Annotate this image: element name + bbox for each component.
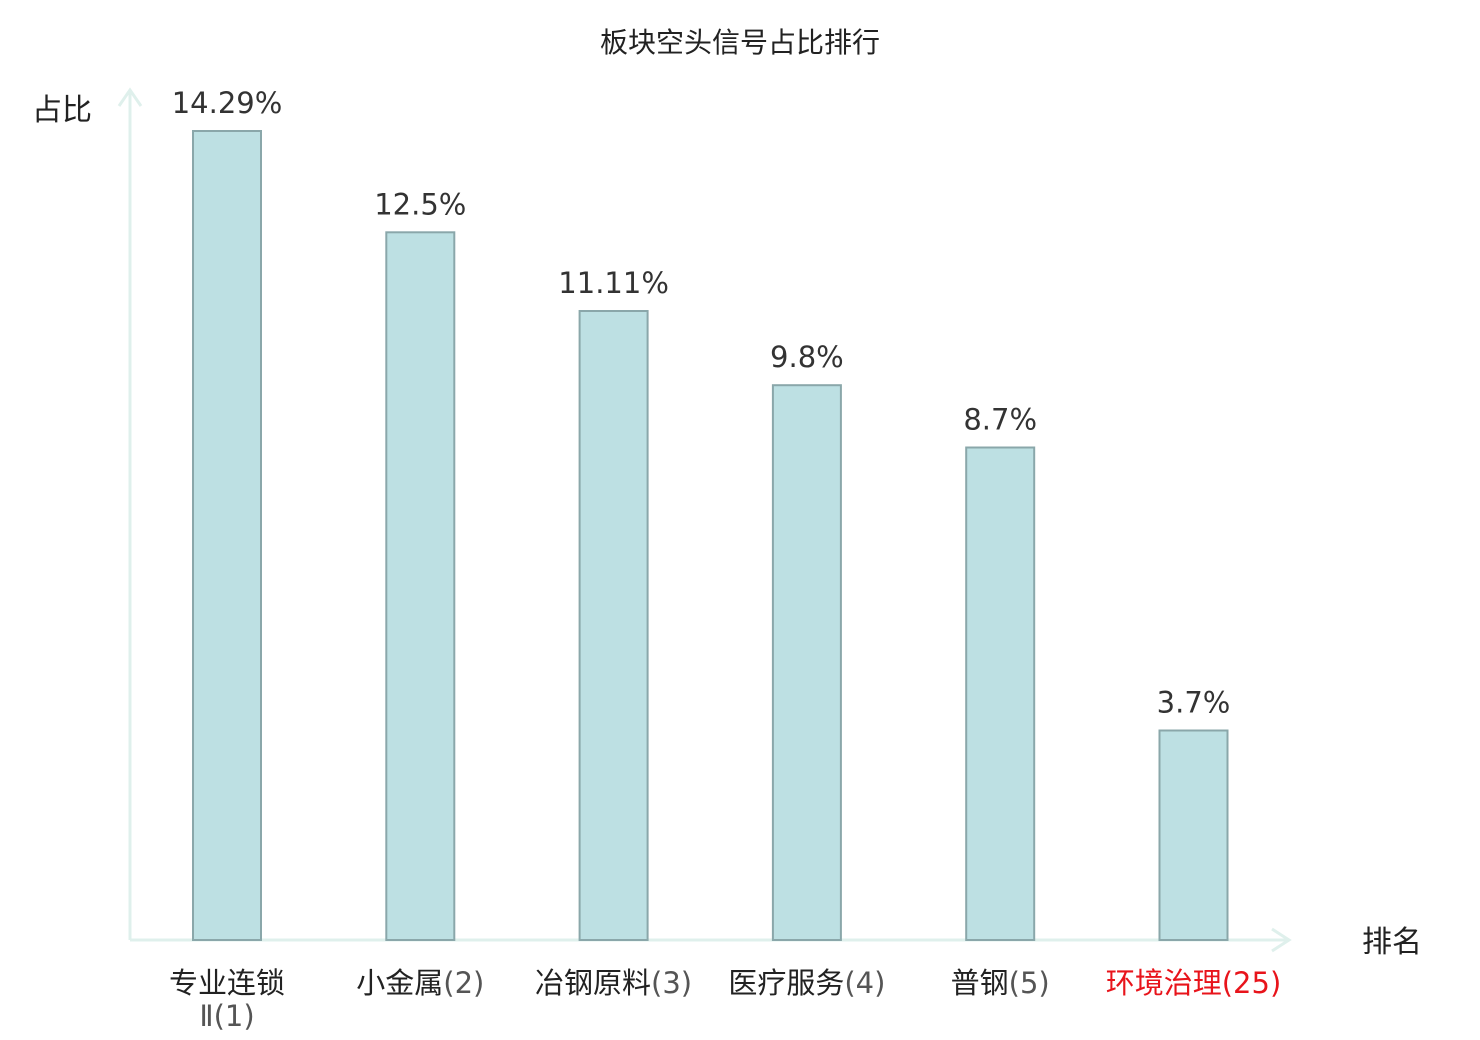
bar-value-label: 11.11% <box>558 266 669 300</box>
x-tick-label-rank: (25) <box>1222 966 1282 1000</box>
bar-value-label: 9.8% <box>770 340 844 374</box>
x-tick-label-name-suffix: Ⅱ <box>199 999 213 1033</box>
x-tick-label-line2: Ⅱ(1) <box>199 999 254 1033</box>
x-tick-label: 普钢(5) <box>951 966 1050 1000</box>
x-tick-label-name: 小金属 <box>356 966 443 1000</box>
x-tick-label-name: 环境治理 <box>1106 966 1222 1000</box>
x-tick-label-name: 冶钢原料 <box>535 966 651 1000</box>
bar <box>385 231 456 942</box>
bar-value-label: 3.7% <box>1157 686 1231 720</box>
x-tick-label-rank: (3) <box>651 966 692 1000</box>
chart-title: 板块空头信号占比排行 <box>600 26 880 59</box>
bar <box>578 310 649 941</box>
x-tick-label-rank: (2) <box>443 966 484 1000</box>
x-tick-label-name: 普钢 <box>951 966 1009 1000</box>
axes <box>117 87 1292 953</box>
x-tick-label: 医疗服务(4) <box>728 966 885 1000</box>
bar-value-label: 12.5% <box>374 187 466 221</box>
bar <box>192 130 262 941</box>
bar-value-label: 8.7% <box>963 403 1037 437</box>
x-tick-label-rank: (1) <box>214 999 255 1033</box>
value-labels-group: 14.29% 12.5% 11.11% 9.8% 8.7% 3.7% <box>172 86 1231 720</box>
y-axis-arrow <box>117 87 143 107</box>
bar <box>1158 729 1229 941</box>
y-axis-label: 占比 <box>32 93 92 128</box>
x-tick-label: 环境治理(25) <box>1106 966 1282 1000</box>
x-tick-label: 小金属(2) <box>356 966 484 1000</box>
bar-value-label: 14.29% <box>172 86 283 120</box>
bars-group <box>192 130 1229 942</box>
x-tick-label-rank: (4) <box>844 966 885 1000</box>
x-axis-label: 排名 <box>1362 925 1422 960</box>
x-axis-arrow <box>1271 927 1292 953</box>
x-tick-label: 冶钢原料(3) <box>535 966 692 1000</box>
x-tick-label-rank: (5) <box>1009 966 1050 1000</box>
x-tick-label: 专业连锁 <box>169 966 285 1000</box>
bar <box>965 446 1036 941</box>
x-tick-label-name: 医疗服务 <box>728 966 844 1000</box>
x-tick-label-name: 专业连锁 <box>169 966 285 1000</box>
bar <box>771 384 842 941</box>
